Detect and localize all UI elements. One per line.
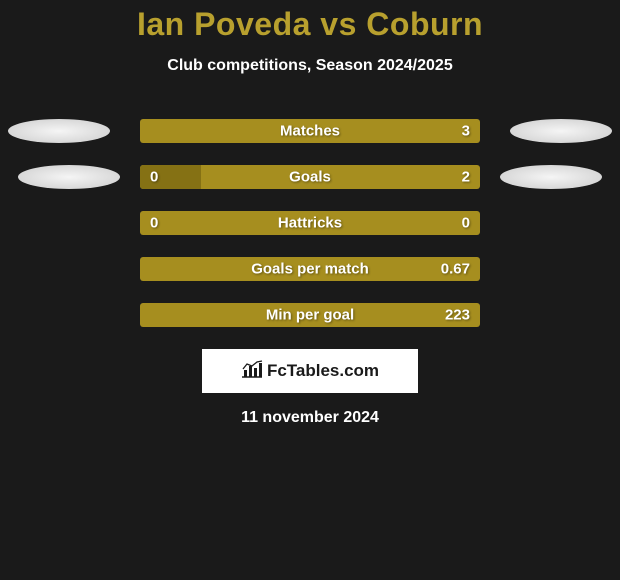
stat-label: Min per goal	[266, 307, 354, 324]
stat-value-left: 0	[150, 169, 158, 186]
subtitle: Club competitions, Season 2024/2025	[167, 57, 452, 75]
stat-label: Goals	[289, 169, 331, 186]
player-marker-left	[18, 165, 120, 189]
comparison-infographic: Ian Poveda vs Coburn Club competitions, …	[0, 0, 620, 580]
stat-bar: 0 Goals 2	[140, 165, 480, 189]
stat-bar: Min per goal 223	[140, 303, 480, 327]
stat-value-right: 223	[445, 307, 470, 324]
stat-row: Goals per match 0.67	[0, 257, 620, 281]
brand-text: FcTables.com	[267, 361, 379, 381]
stat-row: Matches 3	[0, 119, 620, 143]
player-marker-right	[510, 119, 612, 143]
date-label: 11 november 2024	[241, 409, 379, 427]
stats-chart: Matches 3 0 Goals 2 0 Hattricks 0 Goals per matc…	[0, 119, 620, 349]
stat-value-right: 0	[462, 215, 470, 232]
stat-value-right: 3	[462, 123, 470, 140]
page-title: Ian Poveda vs Coburn	[137, 6, 483, 43]
stat-label: Matches	[280, 123, 340, 140]
stat-value-right: 2	[462, 169, 470, 186]
stat-value-right: 0.67	[441, 261, 470, 278]
player-marker-right	[500, 165, 602, 189]
brand-badge: FcTables.com	[202, 349, 418, 393]
stat-bar: Matches 3	[140, 119, 480, 143]
stat-row: Min per goal 223	[0, 303, 620, 327]
player-marker-left	[8, 119, 110, 143]
stat-row: 0 Hattricks 0	[0, 211, 620, 235]
bar-chart-icon	[241, 360, 263, 383]
stat-bar: 0 Hattricks 0	[140, 211, 480, 235]
stat-label: Hattricks	[278, 215, 342, 232]
stat-bar: Goals per match 0.67	[140, 257, 480, 281]
stat-row: 0 Goals 2	[0, 165, 620, 189]
stat-value-left: 0	[150, 215, 158, 232]
stat-label: Goals per match	[251, 261, 369, 278]
